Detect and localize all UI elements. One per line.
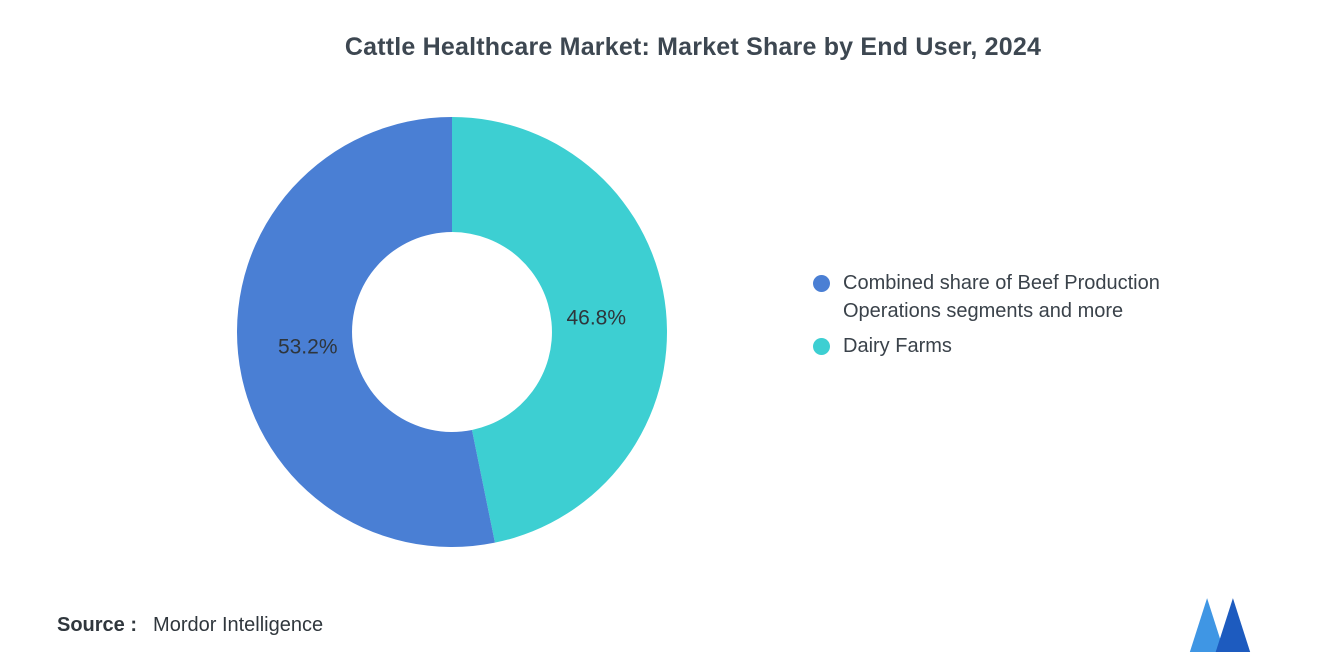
source-label: Source : <box>57 614 138 636</box>
mordor-intelligence-logo <box>1188 596 1252 652</box>
legend-item-dairy-farms: Dairy Farms <box>813 332 1160 360</box>
slice-percentage-label: 46.8% <box>566 306 626 329</box>
legend-swatch-beef-production <box>813 275 830 292</box>
source-note: Source : Mordor Intelligence <box>57 614 323 637</box>
legend: Combined share of Beef Production Operat… <box>813 269 1160 367</box>
slice-percentage-label: 53.2% <box>278 336 338 359</box>
legend-swatch-dairy-farms <box>813 338 830 355</box>
donut-slice-0 <box>452 117 667 543</box>
legend-label-line: Dairy Farms <box>843 335 952 357</box>
logo-peak-light <box>1189 598 1225 652</box>
legend-label-line: Operations segments and more <box>843 300 1124 322</box>
legend-item-beef-production: Combined share of Beef Production Operat… <box>813 269 1160 325</box>
donut-chart-svg: 46.8% 53.2% <box>237 117 667 547</box>
chart-title: Cattle Healthcare Market: Market Share b… <box>344 33 1042 61</box>
logo-peak-dark <box>1215 598 1251 652</box>
legend-label-line: Combined share of Beef Production <box>843 272 1160 294</box>
legend-label-beef-production: Combined share of Beef Production Operat… <box>843 269 1160 325</box>
source-value: Mordor Intelligence <box>153 614 324 636</box>
legend-label-dairy-farms: Dairy Farms <box>843 332 952 360</box>
donut-slice-1 <box>237 117 495 547</box>
